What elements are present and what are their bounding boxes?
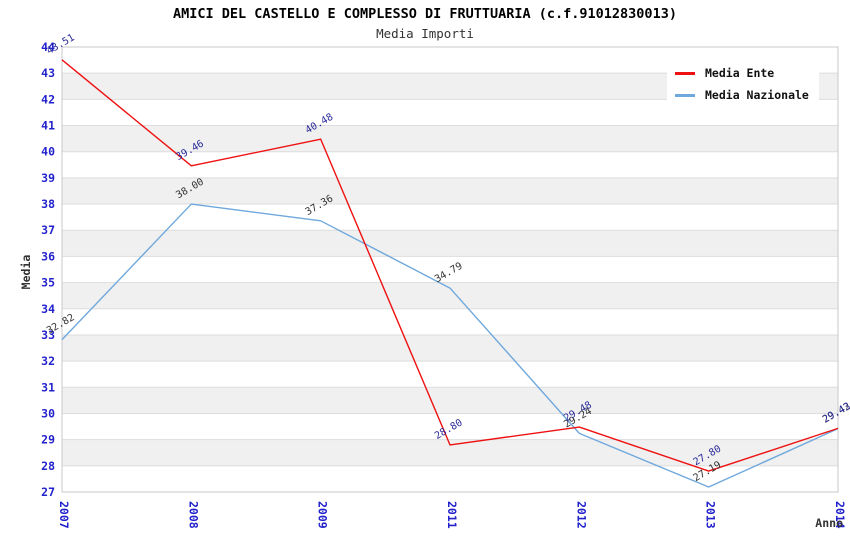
legend-label: Media Ente: [705, 66, 775, 80]
plot-band: [62, 413, 838, 440]
plot-band: [62, 151, 838, 178]
x-tick-label: 2012: [574, 501, 588, 529]
series-line-media-ente: [61, 59, 839, 472]
y-tick-label: 29: [41, 433, 55, 447]
legend-swatch-icon: [675, 71, 695, 75]
y-tick-label: 42: [41, 92, 55, 106]
x-tick-label: 2011: [445, 501, 459, 529]
series-line-media-nazionale: [61, 203, 839, 488]
y-tick-label: 30: [41, 406, 55, 420]
plot-band: [62, 256, 838, 283]
y-tick-label: 33: [41, 328, 55, 342]
y-tick-label: 27: [41, 485, 55, 499]
y-tick-label: 36: [41, 249, 55, 263]
x-tick-label: 2009: [316, 501, 330, 529]
y-tick-label: 35: [41, 276, 55, 290]
plot-band: [62, 334, 838, 362]
x-tick-label: 2013: [704, 501, 718, 529]
x-axis-title: Anno: [815, 516, 843, 530]
plot-band: [62, 387, 838, 414]
y-tick-label: 34: [41, 302, 55, 316]
legend-swatch-icon: [675, 93, 695, 97]
y-tick-label: 37: [41, 223, 55, 237]
y-tick-label: 43: [41, 66, 55, 80]
y-tick-label: 41: [41, 119, 55, 133]
y-tick-label: 31: [41, 380, 55, 394]
legend-entry: Media Ente: [675, 62, 809, 84]
chart-subtitle: Media Importi: [376, 26, 474, 41]
legend-label: Media Nazionale: [705, 88, 809, 102]
plot-border: [61, 46, 839, 493]
y-tick-label: 44: [41, 40, 55, 54]
plot-band: [62, 308, 838, 335]
y-tick-label: 39: [41, 171, 55, 185]
y-tick-label: 32: [41, 354, 55, 368]
legend-entry: Media Nazionale: [675, 84, 809, 106]
x-tick-label: 2008: [186, 501, 200, 529]
y-tick-label: 28: [41, 459, 55, 473]
plot-band: [62, 282, 838, 309]
chart-legend: Media Ente Media Nazionale: [667, 56, 819, 112]
y-tick-label: 38: [41, 197, 55, 211]
x-tick-label: 2007: [57, 501, 71, 529]
plot-band: [62, 230, 838, 257]
y-axis-title: Media: [19, 255, 33, 290]
chart-title: AMICI DEL CASTELLO E COMPLESSO DI FRUTTU…: [173, 6, 677, 22]
plot-band: [62, 125, 838, 152]
plot-band: [62, 204, 838, 231]
x-tick-label: 2014: [833, 501, 847, 529]
plot-band: [62, 177, 838, 205]
plot-band: [62, 361, 838, 388]
y-tick-label: 40: [41, 145, 55, 159]
